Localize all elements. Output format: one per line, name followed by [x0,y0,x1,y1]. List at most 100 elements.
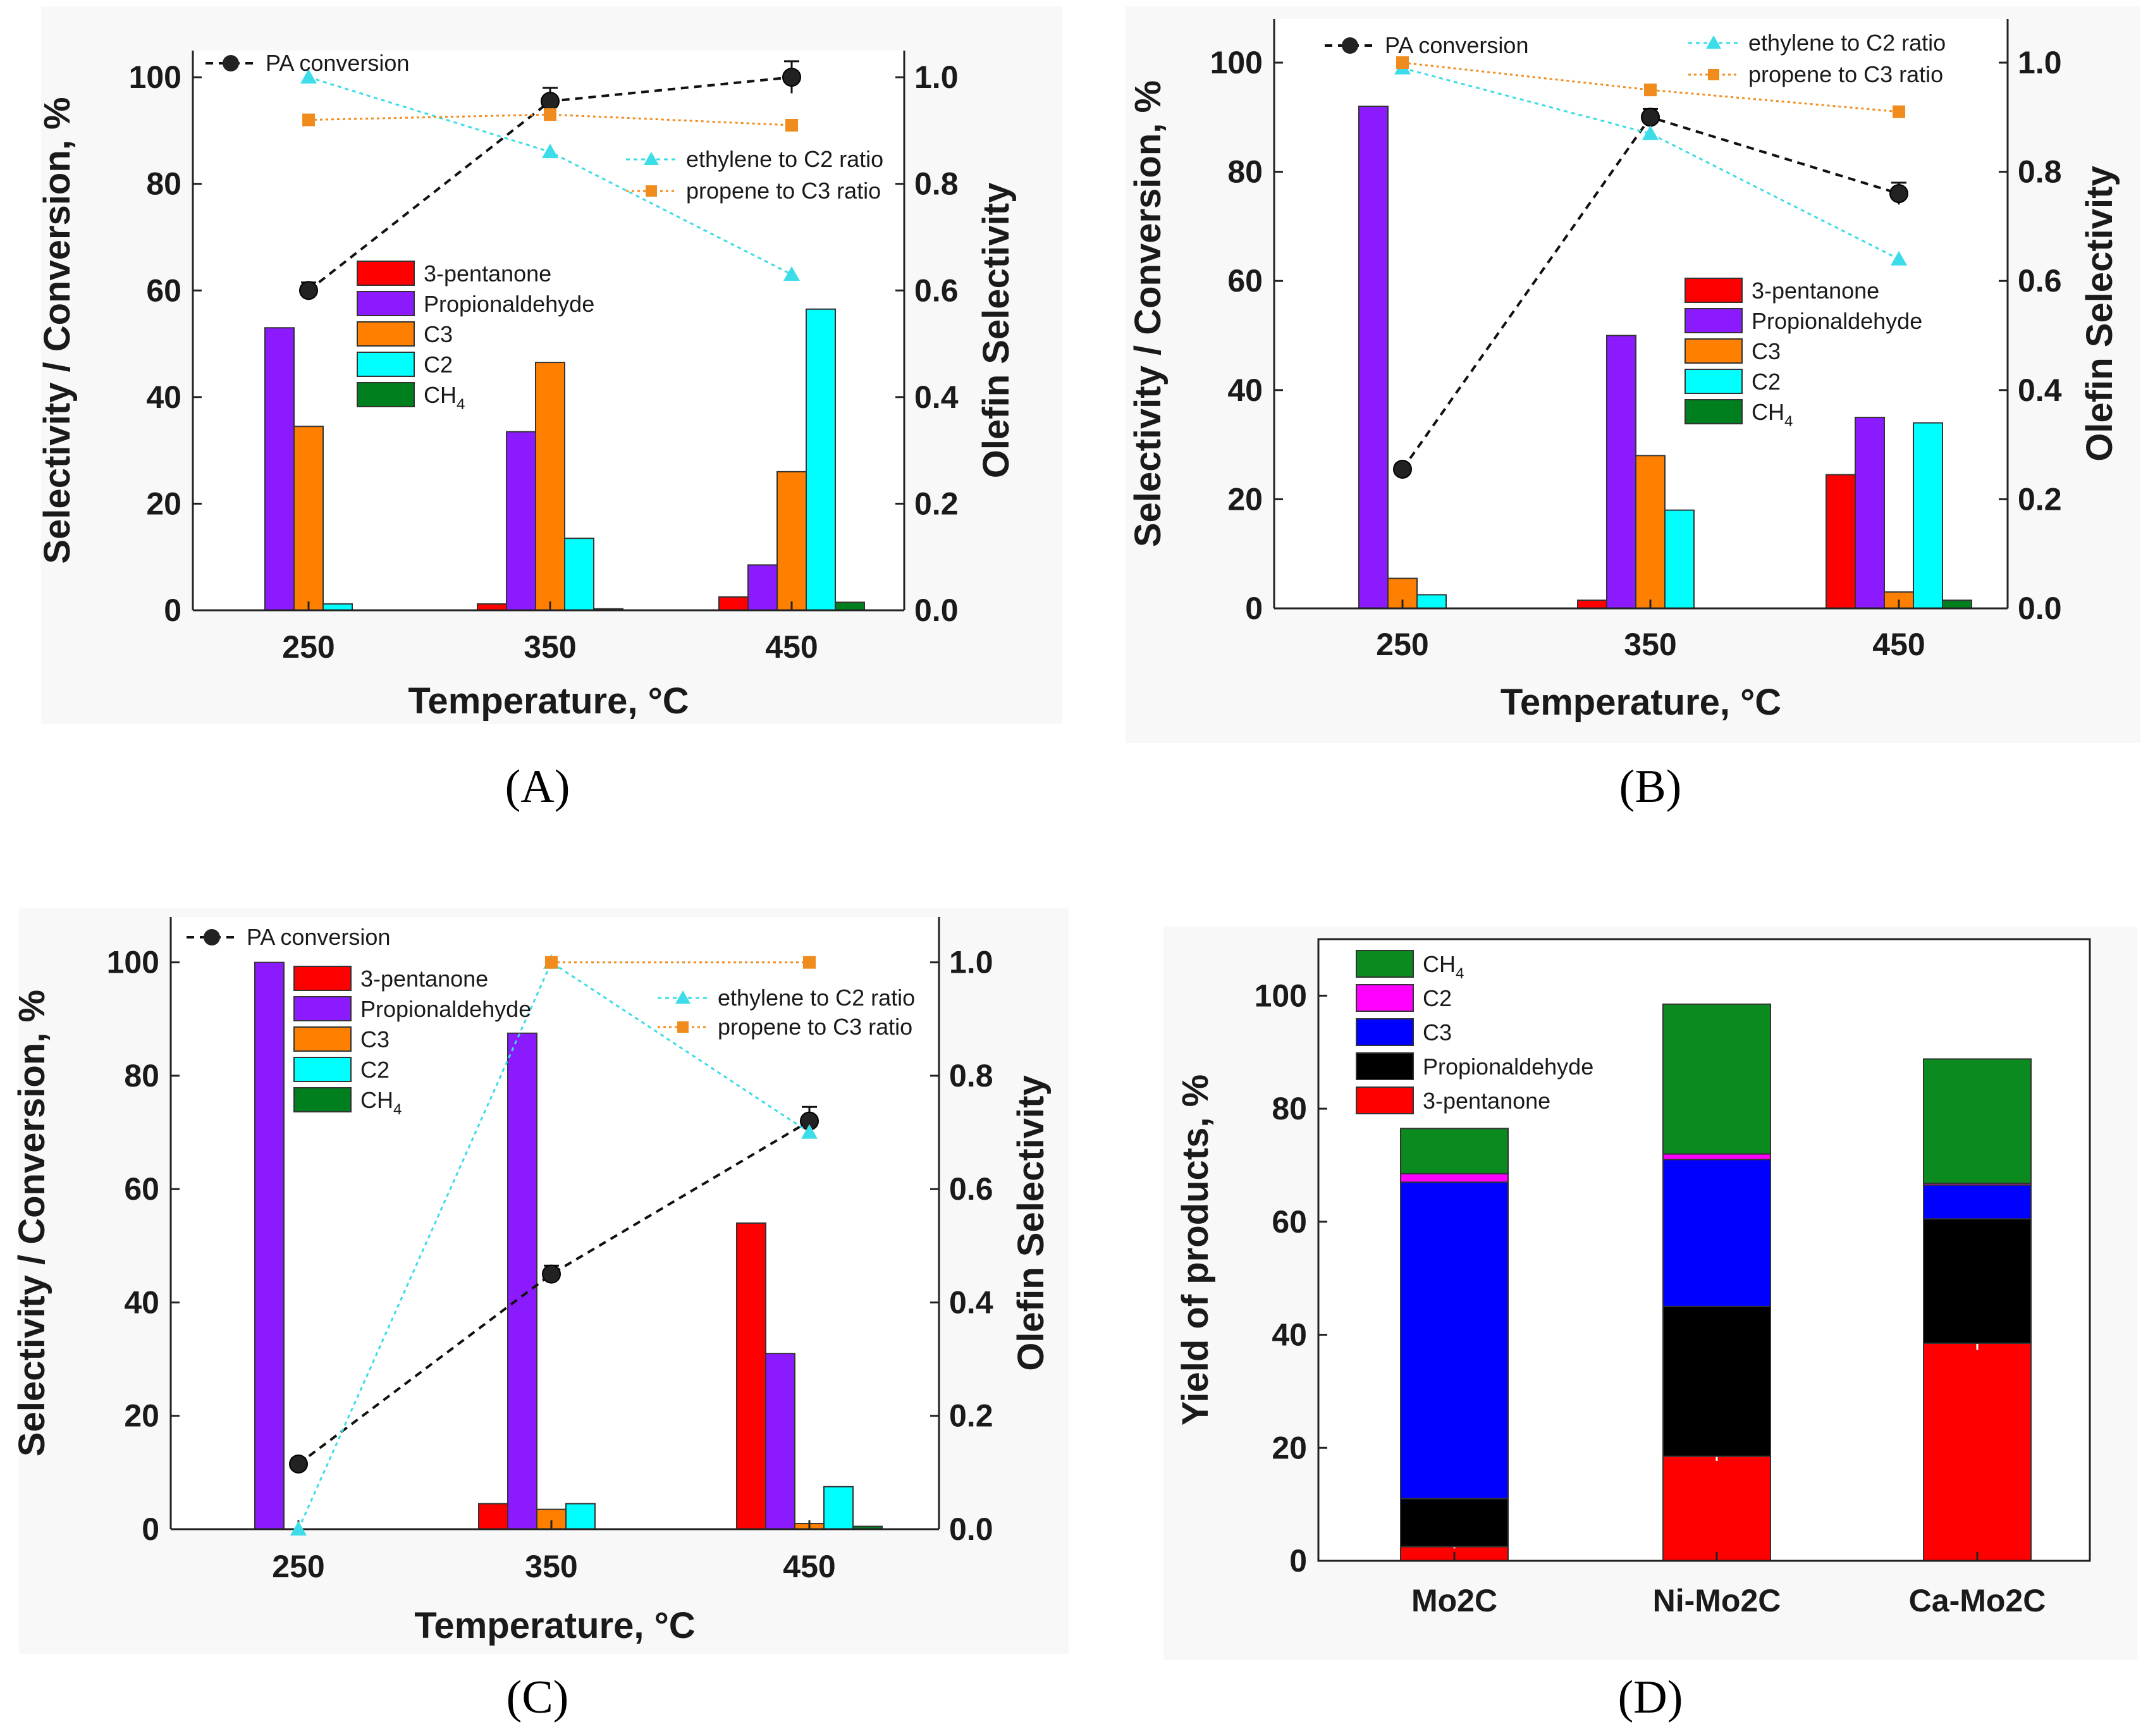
panel-d-legend-label-propionaldehyde: Propionaldehyde [1423,1054,1593,1080]
panel-c: 0 20 40 60 80 100 0.0 0.2 0.4 0.6 0.8 1.0 250 350 450 T… [11,908,1069,1654]
panel-d-legend-swatch-c2 [1356,984,1414,1012]
panel-d-legend-swatch-pentanone [1356,1087,1414,1114]
panel-b-y2tick-label-0.6: 0.6 [2018,263,2062,299]
panel-b-line-ethylene-to-c2-ratio [1402,67,1899,261]
panel-c-line-ethylene-to-c2-ratio [297,961,810,1530]
panel-b-legend-swatch-c3 [1685,338,1743,364]
panel-b-legend-marker-pa-conversion [1342,37,1358,54]
panel-a-ytick-label-20: 20 [146,486,181,521]
panel-a-legend-swatch-c3 [357,321,415,347]
panel-b-line-propene-to-c3-ratio [1402,61,1899,113]
panel-d-legend-subscript: 4 [1456,965,1464,982]
panel-c-legend-label-propionaldehyde: Propionaldehyde [360,996,531,1022]
panel-a-point-propene-to-c3-ratio-450 [785,119,798,132]
panel-c-legend-label-c3: C3 [360,1026,390,1052]
panel-c-y-axis-label: Selectivity / Conversion, % [11,990,52,1456]
panel-b-point-propene-to-c3-ratio-350 [1644,83,1657,97]
panel-b-point-pa-conversion-450 [1889,184,1908,204]
panel-b-bar-c3-350 [1635,455,1666,609]
panel-b-legend-label-propionaldehyde: Propionaldehyde [1752,308,1922,334]
panel-b-bar-3-pentanone-450 [1826,474,1856,610]
panel-a-y2tick-label-0.8: 0.8 [914,166,959,202]
panel-a-line-propene-to-c3-ratio [308,113,792,126]
panel-b-legend-swatch-c2 [1685,369,1743,394]
panel-c-legend-swatch-c2 [293,1057,352,1082]
panel-c-legend-swatch-propionaldehyde [293,996,352,1021]
panel-b-y-axis-label: Selectivity / Conversion, % [1127,80,1169,547]
panel-d-ytick-label-80: 80 [1272,1091,1307,1126]
panel-d-bar-c2-ni-mo2c [1662,1153,1771,1160]
panel-a-bar-c2-250 [322,603,353,612]
panel-b-legend-subscript: 4 [1784,413,1793,430]
panel-a-y2tick-label-0.4: 0.4 [914,379,959,415]
panel-b-legend-text-pa-conversion: PA conversion [1385,32,1528,58]
panel-a-legend-swatch-pentanone [357,261,415,286]
panel-a-legend-label-pentanone: 3-pentanone [424,261,551,286]
panel-c-legend-marker-ethylene-to-c2-ratio [675,990,690,1004]
panel-b-bar-propionaldehyde-350 [1606,335,1636,609]
panel-c-xtick-label-350: 350 [525,1549,577,1584]
panel-b-point-ethylene-to-c2-ratio-350 [1642,125,1659,140]
panel-a-bar-ch4-450 [835,601,865,611]
panel-a-ytick-label-0: 0 [164,593,181,628]
panel-a-xtick-label-450: 450 [765,629,818,665]
panel-a-legend-subscript: 4 [457,396,465,413]
panel-a-y2tick-label-1.0: 1.0 [914,59,959,95]
panel-b-legend-marker-ethylene-to-c2-ratio [1706,35,1721,49]
panel-a-point-ethylene-to-c2-ratio-250 [300,69,317,84]
panel-c-legend-swatch-c3 [293,1026,352,1052]
panel-b-bar-ch4-450 [1942,600,1972,609]
panel-d-ytick-label-40: 40 [1272,1317,1307,1353]
panel-d: 0 20 40 60 80 100 Mo2C Ni-Mo2C Ca-Mo2C Yield of p… [1163,926,2137,1660]
panel-c-y2tick-label-0.2: 0.2 [949,1398,993,1434]
panel-b-bar-c2-450 [1913,422,1943,609]
panel-a-legend-text-pa-conversion: PA conversion [266,50,409,76]
panel-a-bar-c3-250 [293,426,324,611]
panel-letter-c: (C) [506,1671,569,1723]
panel-b-bar-propionaldehyde-450 [1855,416,1885,609]
panel-c-legend-text-ethylene-to-c2-ratio: ethylene to C2 ratio [718,985,915,1011]
panel-d-bar-c3-ca-mo2c [1923,1184,2032,1220]
panel-c-xtick-label-450: 450 [783,1549,835,1584]
panel-c-bar-propionaldehyde-350 [507,1032,537,1530]
panel-d-bar-propionaldehyde-ni-mo2c [1662,1305,1771,1457]
panel-a-bar-3-pentanone-350 [477,603,507,612]
panel-b-y2tick-label-0.8: 0.8 [2018,154,2062,190]
panel-a-point-pa-conversion-350 [541,92,560,111]
panel-c-y2tick-label-0.4: 0.4 [949,1284,993,1320]
panel-letter-a: (A) [505,761,570,813]
panel-a-legend-swatch-ch4 [357,382,415,407]
panel-b-bar-c2-350 [1664,509,1695,610]
panel-d-xtick-label-mo2c: Mo2C [1411,1583,1497,1618]
panel-c-legend-marker-propene-to-c3-ratio [677,1021,689,1033]
panel-b-y2tick-label-0.2: 0.2 [2018,481,2062,517]
panel-c-ytick-label-100: 100 [107,945,159,980]
panel-c-ytick-label-20: 20 [124,1398,159,1434]
panel-a-y2-axis-label: Olefin Selectivity [976,183,1017,478]
panel-a-ytick-label-40: 40 [146,379,181,415]
panel-c-legend-swatch-pentanone [293,966,352,991]
panel-c-legend-text-propene-to-c3-ratio: propene to C3 ratio [718,1014,912,1040]
panel-b-bar-c2-250 [1416,594,1447,609]
panel-d-bar-ch4-ni-mo2c [1662,1003,1771,1155]
panel-c-bar-c2-350 [565,1503,596,1530]
panel-b-xtick-label-350: 350 [1624,627,1676,662]
panel-d-bar-c3-ni-mo2c [1662,1159,1771,1307]
panel-b-y2tick-label-1.0: 1.0 [2018,45,2062,80]
panel-b-ytick-label-0: 0 [1245,591,1263,626]
panel-d-legend-label-pentanone: 3-pentanone [1423,1088,1550,1114]
panel-d-bar-propionaldehyde-mo2c [1400,1498,1509,1548]
panel-letter-b: (B) [1619,761,1682,813]
panel-d-bar-propionaldehyde-ca-mo2c [1923,1218,2032,1344]
panel-d-bar-3-pentanone-ca-mo2c [1923,1342,2032,1561]
panel-a: 0 20 40 60 80 100 0.0 0.2 0.4 0.6 0.8 1.0 250 350 450 T… [37,6,1062,724]
panel-a-point-ethylene-to-c2-ratio-350 [542,144,558,159]
panel-b-x-axis-label: Temperature, °C [1501,682,1781,723]
panel-b-bar-propionaldehyde-250 [1358,106,1389,609]
panel-a-xtick-label-250: 250 [282,629,334,665]
panel-d-ytick-label-20: 20 [1272,1430,1307,1465]
panel-b-bar-3-pentanone-350 [1577,600,1607,609]
panel-d-xtick-label-ca-mo2c: Ca-Mo2C [1909,1583,2046,1618]
panel-a-ytick-label-60: 60 [146,273,181,308]
panel-b-xtick-label-450: 450 [1872,627,1925,662]
